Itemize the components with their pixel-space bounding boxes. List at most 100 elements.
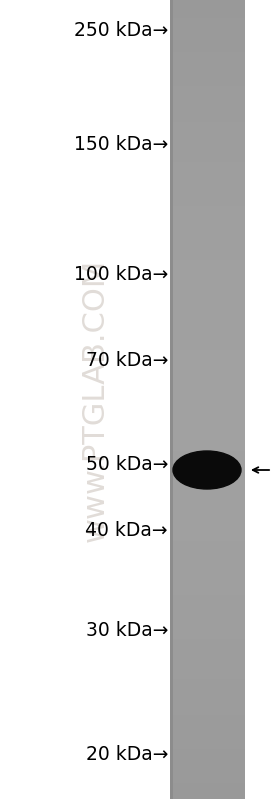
Bar (170, 601, 245, 604)
Bar (170, 741, 245, 744)
Bar (170, 719, 245, 722)
Bar (170, 38, 173, 41)
Bar (170, 124, 173, 127)
Bar (170, 22, 245, 25)
Bar (170, 761, 245, 764)
Bar (170, 663, 173, 666)
Bar (170, 93, 245, 97)
Bar (170, 451, 173, 455)
Bar (170, 729, 245, 732)
Bar (170, 22, 173, 25)
Bar (170, 240, 173, 243)
Bar (170, 216, 245, 219)
Bar (170, 193, 245, 197)
Bar (170, 389, 173, 392)
Bar (170, 443, 173, 447)
Bar (170, 166, 245, 169)
Bar (170, 329, 245, 332)
Bar (170, 280, 173, 283)
Bar (170, 128, 245, 131)
Bar (170, 140, 245, 143)
Bar (170, 449, 245, 452)
Bar (170, 630, 173, 632)
Bar (170, 441, 173, 444)
Bar (170, 156, 173, 159)
Bar (170, 233, 173, 237)
Bar (170, 401, 245, 404)
Bar (170, 86, 245, 89)
Bar (170, 789, 173, 792)
Bar (170, 168, 245, 171)
Bar (170, 741, 173, 744)
Bar (170, 777, 245, 780)
Bar (170, 222, 173, 225)
Ellipse shape (173, 451, 241, 489)
Bar (170, 334, 245, 336)
Bar (170, 599, 173, 602)
Bar (170, 718, 173, 720)
Bar (170, 539, 173, 543)
Bar (170, 176, 245, 179)
Bar (170, 14, 245, 17)
Bar (170, 590, 173, 592)
Bar (170, 172, 173, 175)
Bar (170, 340, 245, 343)
Bar (170, 42, 245, 45)
Bar (170, 630, 245, 632)
Bar (170, 297, 245, 300)
Bar (170, 785, 245, 788)
Bar (170, 735, 173, 738)
Bar (170, 168, 173, 171)
Bar (170, 277, 173, 280)
Bar (170, 112, 173, 115)
Bar (170, 470, 245, 472)
Bar (170, 148, 245, 151)
Bar (170, 2, 173, 5)
Bar (170, 384, 245, 387)
Bar (170, 292, 173, 295)
Bar (170, 749, 245, 752)
Bar (170, 707, 173, 710)
Bar (170, 417, 245, 420)
Bar (170, 388, 173, 391)
Bar (170, 224, 245, 227)
Bar (170, 345, 173, 348)
Bar (170, 16, 173, 19)
Bar (170, 200, 245, 203)
Bar (170, 32, 173, 35)
Bar (170, 459, 173, 463)
Bar (170, 749, 173, 752)
Bar (170, 519, 173, 523)
Bar (170, 531, 245, 535)
Bar (170, 201, 245, 205)
Bar (170, 725, 173, 728)
Bar (170, 405, 173, 408)
Bar (170, 264, 245, 267)
Bar (170, 403, 173, 407)
Bar (170, 292, 245, 295)
Bar (170, 272, 173, 275)
Bar (170, 438, 245, 440)
Bar (170, 180, 173, 183)
Bar (170, 101, 173, 105)
Bar (170, 725, 245, 728)
Bar (170, 282, 173, 284)
Bar (170, 90, 173, 93)
Bar (170, 405, 245, 408)
Bar (170, 671, 173, 674)
Bar (170, 781, 173, 784)
Bar (170, 585, 173, 588)
Bar (170, 686, 173, 688)
Bar (170, 535, 245, 539)
Bar (170, 144, 245, 147)
Bar (170, 607, 173, 610)
Bar (170, 623, 245, 626)
Bar (170, 265, 173, 268)
Bar (170, 419, 173, 423)
Bar (170, 705, 173, 708)
Bar (170, 547, 173, 551)
Bar (170, 328, 173, 331)
Bar (170, 579, 245, 582)
Bar (170, 329, 173, 332)
Bar (170, 753, 173, 756)
